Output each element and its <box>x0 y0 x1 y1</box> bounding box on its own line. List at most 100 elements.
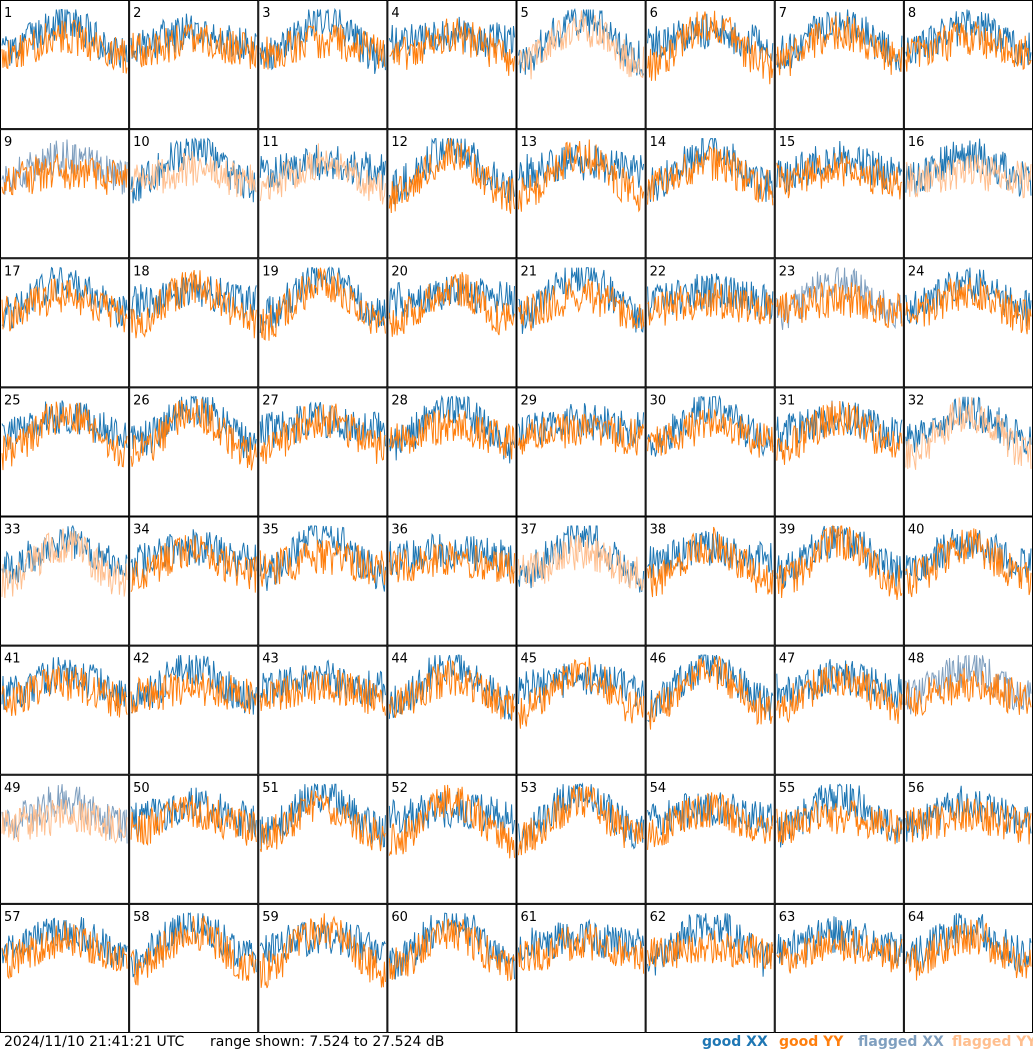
series-yy <box>905 668 1032 717</box>
series-yy <box>905 528 1032 598</box>
series-xx <box>905 654 1032 715</box>
tile-number: 9 <box>4 135 12 150</box>
tile-number: 55 <box>779 781 796 796</box>
series-yy <box>388 784 515 859</box>
tile-number: 48 <box>908 652 925 667</box>
tile-frame <box>516 645 646 775</box>
series-yy <box>1 528 128 599</box>
tile-49: 49 <box>0 774 130 904</box>
tile-12: 12 <box>387 129 517 259</box>
series-yy <box>518 10 645 80</box>
tile-number: 16 <box>908 135 925 150</box>
tile-number: 34 <box>133 523 150 538</box>
tile-61: 61 <box>516 903 646 1033</box>
tile-16: 16 <box>903 129 1033 259</box>
tile-number: 43 <box>262 652 279 667</box>
series-yy <box>389 18 515 76</box>
series-yy <box>1 664 128 718</box>
tile-number: 3 <box>262 6 270 21</box>
tile-number: 60 <box>391 910 408 925</box>
tile-43: 43 <box>258 645 388 775</box>
tile-37: 37 <box>516 516 646 646</box>
tile-51: 51 <box>258 774 388 904</box>
series-yy <box>259 913 386 989</box>
tile-45: 45 <box>516 645 646 775</box>
tile-number: 41 <box>4 652 21 667</box>
tile-62: 62 <box>645 903 775 1033</box>
tile-36: 36 <box>387 516 517 646</box>
timestamp: 2024/11/10 21:41:21 UTC <box>4 1034 185 1050</box>
series-xx <box>259 144 386 191</box>
series-yy <box>259 24 386 70</box>
tile-58: 58 <box>129 903 259 1033</box>
series-yy <box>259 539 386 587</box>
series-yy <box>776 282 903 328</box>
tile-48: 48 <box>903 645 1033 775</box>
tile-frame <box>387 516 517 646</box>
tile-number: 21 <box>521 264 538 279</box>
tile-number: 39 <box>779 523 796 538</box>
series-yy <box>647 10 774 85</box>
series-xx <box>776 783 903 848</box>
tile-number: 33 <box>4 523 21 538</box>
series-yy <box>518 534 645 591</box>
tile-frame <box>129 645 259 775</box>
series-xx <box>905 267 1032 327</box>
tile-number: 44 <box>391 652 408 667</box>
tile-59: 59 <box>258 903 388 1033</box>
tile-number: 10 <box>133 135 150 150</box>
tile-number: 38 <box>650 523 667 538</box>
tile-number: 5 <box>521 6 529 21</box>
tile-number: 59 <box>262 910 279 925</box>
tile-number: 37 <box>521 523 538 538</box>
footer: 2024/11/10 21:41:21 UTC range shown: 7.5… <box>0 1033 1033 1053</box>
tile-number: 49 <box>4 781 21 796</box>
series-xx <box>130 912 257 978</box>
tile-14: 14 <box>645 129 775 259</box>
tile-number: 24 <box>908 264 925 279</box>
tile-frame <box>258 129 388 259</box>
tile-number: 32 <box>908 393 925 408</box>
series-yy <box>776 799 903 845</box>
tile-number: 22 <box>650 264 667 279</box>
tile-number: 14 <box>650 135 667 150</box>
series-yy <box>259 267 386 341</box>
tile-29: 29 <box>516 387 646 517</box>
tile-15: 15 <box>774 129 904 259</box>
series-yy <box>1 153 128 196</box>
series-yy <box>647 792 774 850</box>
tile-frame <box>774 774 904 904</box>
series-yy <box>776 664 903 724</box>
tile-number: 26 <box>133 393 150 408</box>
series-yy <box>776 524 903 601</box>
series-yy <box>647 656 773 730</box>
series-yy <box>259 143 386 205</box>
series-yy <box>905 154 1032 199</box>
tile-number: 18 <box>133 264 150 279</box>
tile-number: 54 <box>650 781 667 796</box>
tile-number: 29 <box>521 393 538 408</box>
tile-30: 30 <box>645 387 775 517</box>
tile-24: 24 <box>903 258 1033 388</box>
tile-28: 28 <box>387 387 517 517</box>
series-xx <box>905 396 1032 455</box>
series-yy <box>518 139 645 213</box>
tile-number: 25 <box>4 393 21 408</box>
tile-frame <box>387 0 517 130</box>
tile-number: 45 <box>521 652 538 667</box>
series-yy <box>518 413 645 456</box>
series-yy <box>1 921 128 980</box>
tile-number: 58 <box>133 910 150 925</box>
series-yy <box>1 799 128 844</box>
tile-number: 42 <box>133 652 150 667</box>
tile-4: 4 <box>387 0 517 130</box>
tile-6: 6 <box>645 0 775 130</box>
tile-22: 22 <box>645 258 775 388</box>
tile-number: 31 <box>779 393 796 408</box>
tile-27: 27 <box>258 387 388 517</box>
tile-number: 6 <box>650 6 658 21</box>
tile-number: 27 <box>262 393 279 408</box>
tile-18: 18 <box>129 258 259 388</box>
tile-63: 63 <box>774 903 904 1033</box>
